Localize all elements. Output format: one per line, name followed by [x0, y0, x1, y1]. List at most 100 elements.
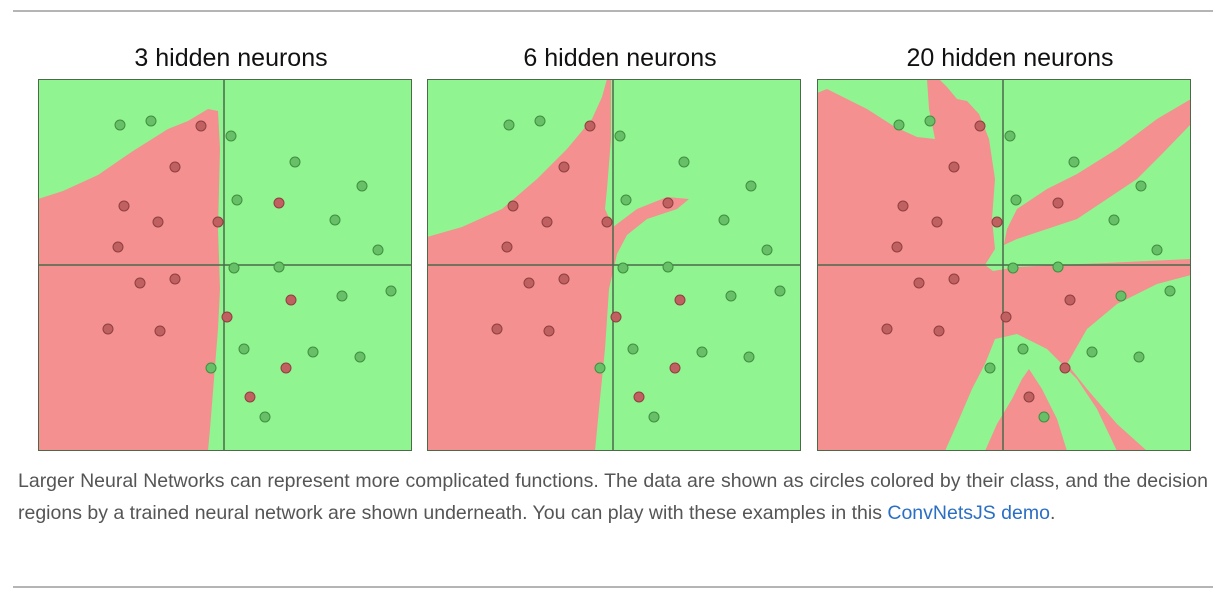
decision-plot-3-neurons: [38, 79, 412, 451]
panel-title-6-neurons: 6 hidden neurons: [523, 44, 717, 72]
data-point-red: [523, 277, 535, 289]
data-point-green: [354, 351, 366, 363]
green-region: [1067, 275, 1191, 451]
data-point-green: [273, 261, 285, 273]
data-point-green: [696, 346, 708, 358]
data-point-red: [491, 323, 503, 335]
data-point-green: [385, 285, 397, 297]
data-point-red: [558, 161, 570, 173]
data-point-red: [584, 120, 596, 132]
data-point-green: [1038, 411, 1050, 423]
figure-caption: Larger Neural Networks can represent mor…: [18, 466, 1208, 529]
data-point-green: [289, 156, 301, 168]
data-point-red: [501, 241, 513, 253]
data-point-red: [1023, 391, 1035, 403]
caption-end: .: [1049, 501, 1056, 524]
data-point-red: [118, 200, 130, 212]
data-point-green: [231, 194, 243, 206]
convnetjs-demo-link[interactable]: ConvNetsJS demo: [887, 501, 1050, 524]
data-point-green: [620, 194, 632, 206]
data-point-red: [102, 323, 114, 335]
data-point-green: [627, 343, 639, 355]
green-region: [939, 79, 1191, 249]
panel-title-3-neurons: 3 hidden neurons: [134, 44, 328, 72]
data-point-green: [225, 130, 237, 142]
data-point-red: [933, 325, 945, 337]
data-point-green: [743, 351, 755, 363]
data-point-red: [913, 277, 925, 289]
data-point-green: [725, 290, 737, 302]
data-point-red: [1000, 311, 1012, 323]
data-point-green: [893, 119, 905, 131]
data-point-green: [372, 244, 384, 256]
data-point-red: [669, 362, 681, 374]
data-point-green: [617, 262, 629, 274]
data-point-red: [285, 294, 297, 306]
data-point-red: [558, 273, 570, 285]
decision-plot-20-svg: [817, 79, 1191, 451]
bottom-divider: [13, 586, 1213, 588]
data-point-red: [1059, 362, 1071, 374]
data-point-green: [1052, 261, 1064, 273]
data-point-green: [238, 343, 250, 355]
data-point-green: [145, 115, 157, 127]
plot-border: [427, 79, 801, 451]
data-point-red: [212, 216, 224, 228]
data-point-green: [259, 411, 271, 423]
data-point-green: [1068, 156, 1080, 168]
data-point-green: [1133, 351, 1145, 363]
data-point-red: [881, 323, 893, 335]
data-point-red: [273, 197, 285, 209]
data-point-red: [154, 325, 166, 337]
green-region: [985, 124, 1191, 271]
data-point-red: [633, 391, 645, 403]
data-point-green: [1086, 346, 1098, 358]
decision-plot-6-neurons: [427, 79, 801, 451]
data-point-red: [169, 273, 181, 285]
data-point-green: [924, 115, 936, 127]
data-point-red: [244, 391, 256, 403]
data-point-red: [991, 216, 1003, 228]
data-point-red: [662, 197, 674, 209]
data-point-green: [594, 362, 606, 374]
data-point-red: [112, 241, 124, 253]
green-region: [817, 79, 935, 139]
data-point-green: [336, 290, 348, 302]
data-point-green: [534, 115, 546, 127]
plot-border: [38, 79, 412, 451]
data-point-green: [718, 214, 730, 226]
plot-border: [817, 79, 1191, 451]
data-points: [881, 115, 1176, 423]
data-point-red: [601, 216, 613, 228]
data-point-green: [1004, 130, 1016, 142]
data-point-red: [948, 273, 960, 285]
data-point-green: [205, 362, 217, 374]
data-point-red: [507, 200, 519, 212]
data-point-red: [931, 216, 943, 228]
data-point-green: [1007, 262, 1019, 274]
data-point-green: [648, 411, 660, 423]
data-point-red: [221, 311, 233, 323]
data-point-red: [195, 120, 207, 132]
data-point-red: [891, 241, 903, 253]
data-point-green: [1017, 343, 1029, 355]
data-point-red: [948, 161, 960, 173]
data-point-red: [1052, 197, 1064, 209]
data-point-green: [307, 346, 319, 358]
data-point-green: [984, 362, 996, 374]
decision-plot-6-svg: [427, 79, 801, 451]
data-points: [491, 115, 786, 423]
data-point-green: [1115, 290, 1127, 302]
top-divider: [13, 10, 1213, 12]
data-point-green: [329, 214, 341, 226]
data-point-green: [228, 262, 240, 274]
data-point-green: [1135, 180, 1147, 192]
data-point-green: [614, 130, 626, 142]
red-region: [38, 109, 220, 451]
data-point-green: [774, 285, 786, 297]
data-point-red: [897, 200, 909, 212]
data-point-red: [134, 277, 146, 289]
caption-text: Larger Neural Networks can represent mor…: [18, 470, 1208, 524]
data-point-red: [169, 161, 181, 173]
data-point-green: [745, 180, 757, 192]
